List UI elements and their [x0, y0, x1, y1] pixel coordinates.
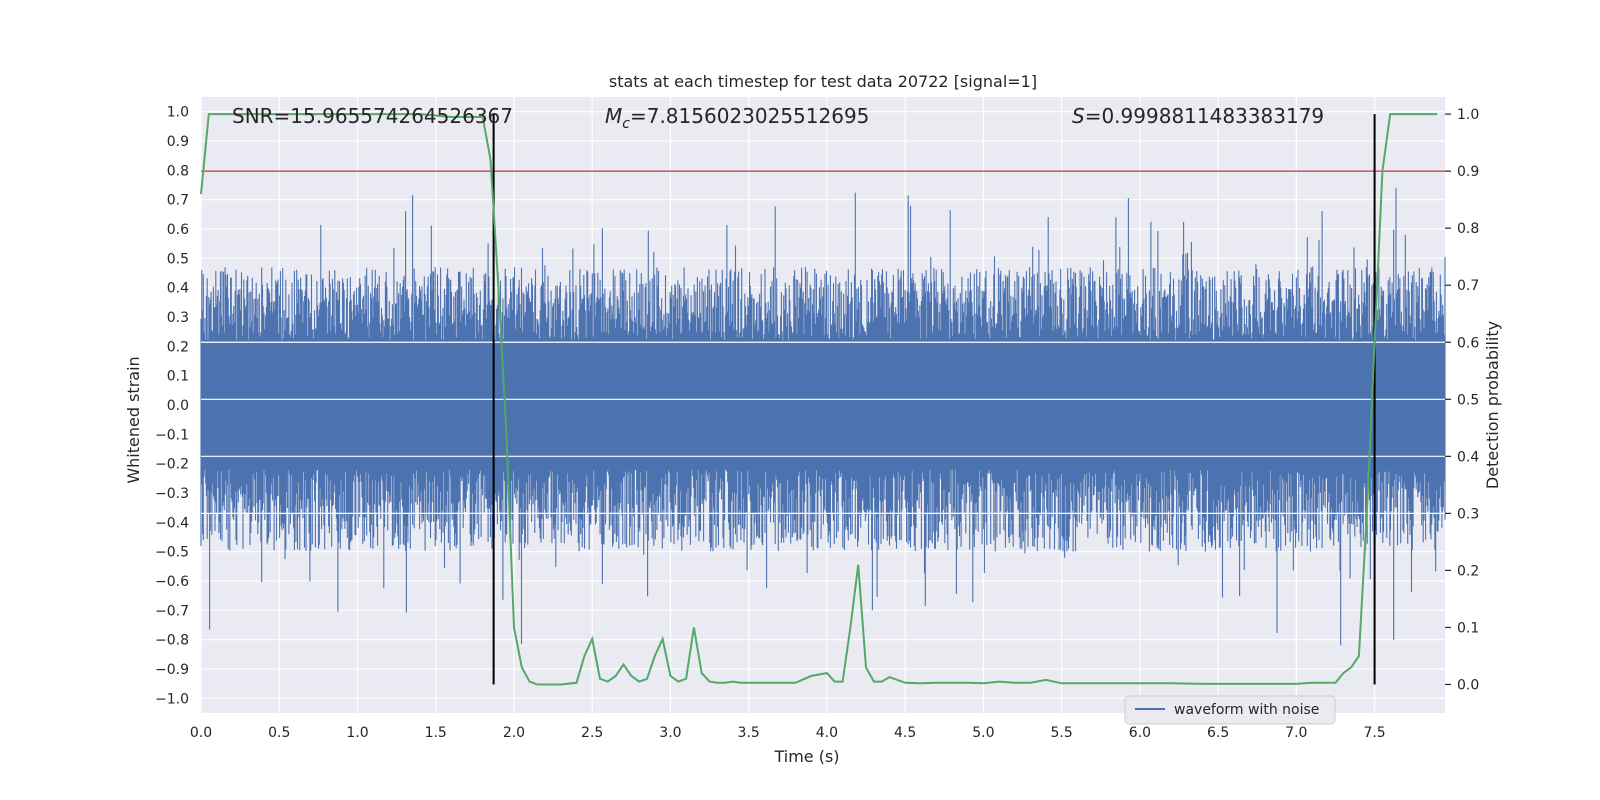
x-tick-label: 4.5 — [894, 725, 916, 741]
waveform-series — [200, 187, 1446, 646]
legend-label: waveform with noise — [1174, 702, 1319, 718]
x-tick-label: 2.5 — [581, 725, 603, 741]
y-left-tick-label: −0.2 — [155, 457, 189, 473]
y-left-tick-label: −1.0 — [155, 691, 189, 707]
y-left-tick-label: 0.0 — [167, 398, 189, 414]
chirp-mass-annotation: Mc=7.8156023025512695 — [605, 104, 869, 132]
s-symbol: S — [1072, 104, 1085, 128]
x-tick-label: 1.5 — [425, 725, 447, 741]
y-left-tick-label: 0.3 — [167, 310, 189, 326]
y-left-tick-label: −0.9 — [155, 662, 189, 678]
x-tick-label: 6.5 — [1207, 725, 1229, 741]
y-left-tick-label: −0.4 — [155, 515, 189, 531]
x-tick-label: 0.0 — [190, 725, 212, 741]
y-right-tick-label: 0.9 — [1457, 164, 1479, 180]
probability-series — [200, 113, 1438, 686]
x-tick-label: 0.5 — [268, 725, 290, 741]
y-left-tick-label: 0.8 — [167, 163, 189, 179]
x-tick-label: 7.5 — [1363, 725, 1385, 741]
x-tick-label: 5.5 — [1050, 725, 1072, 741]
x-tick-label: 7.0 — [1285, 725, 1307, 741]
x-axis-ticks: 0.0 0.5 1.0 1.5 2.0 2.5 3.0 3.5 4.0 4.5 5.0 5.5 6.0 6… — [190, 725, 1386, 741]
y-axis-right-label: Detection probability — [1483, 321, 1502, 489]
y-left-tick-label: −0.7 — [155, 603, 189, 619]
s-value: =0.9998811483383179 — [1085, 104, 1324, 128]
y-axis-left-ticks: −1.0 −0.9 −0.8 −0.7 −0.6 −0.5 −0.4 −0.3 −0.2 −0.1… — [155, 105, 189, 708]
y-right-tick-label: 0.1 — [1457, 620, 1479, 636]
y-right-tick-label: 0.0 — [1457, 677, 1479, 693]
x-tick-label: 5.0 — [972, 725, 994, 741]
x-axis-label: Time (s) — [773, 747, 839, 766]
s-annotation: S=0.9998811483383179 — [1072, 104, 1324, 128]
y-left-tick-label: −0.5 — [155, 545, 189, 561]
y-right-tick-label: 0.7 — [1457, 278, 1479, 294]
y-left-tick-label: 0.5 — [167, 251, 189, 267]
y-right-tick-label: 1.0 — [1457, 107, 1479, 123]
y-left-tick-label: −0.6 — [155, 574, 189, 590]
y-right-tick-label: 0.6 — [1457, 335, 1479, 351]
y-axis-left-label: Whitened strain — [124, 356, 143, 483]
y-left-tick-label: 0.9 — [167, 134, 189, 150]
waveform-line — [200, 187, 1446, 646]
chirp-mass-value: =7.8156023025512695 — [630, 104, 869, 128]
probability-line — [200, 113, 1438, 686]
y-left-tick-label: −0.3 — [155, 486, 189, 502]
y-left-tick-label: −0.1 — [155, 427, 189, 443]
y-left-tick-label: −0.8 — [155, 633, 189, 649]
y-right-tick-label: 0.2 — [1457, 563, 1479, 579]
chart-title: stats at each timestep for test data 207… — [609, 72, 1037, 91]
legend-box — [1124, 695, 1336, 725]
y-left-tick-label: 0.6 — [167, 222, 189, 238]
x-tick-label: 3.0 — [659, 725, 681, 741]
y-axis-right-ticks: 0.0 0.1 0.2 0.3 0.4 0.5 0.6 0.7 0.8 0.9 1.0 — [1445, 107, 1479, 693]
x-tick-label: 3.5 — [738, 725, 760, 741]
y-right-tick-label: 0.5 — [1457, 392, 1479, 408]
x-tick-label: 1.0 — [346, 725, 368, 741]
y-left-tick-label: 0.7 — [167, 193, 189, 209]
x-tick-label: 2.0 — [503, 725, 525, 741]
snr-annotation: SNR=15.965574264526367 — [232, 104, 513, 128]
y-left-tick-label: 0.2 — [167, 339, 189, 355]
y-right-tick-label: 0.8 — [1457, 221, 1479, 237]
x-tick-label: 6.0 — [1129, 725, 1151, 741]
y-left-tick-label: 1.0 — [167, 105, 189, 121]
chirp-mass-subscript: c — [622, 116, 630, 132]
x-tick-label: 4.0 — [816, 725, 838, 741]
chirp-mass-symbol: M — [605, 104, 622, 128]
y-left-tick-label: 0.1 — [167, 369, 189, 385]
y-right-tick-label: 0.3 — [1457, 506, 1479, 522]
y-left-tick-label: 0.4 — [167, 281, 189, 297]
y-right-tick-label: 0.4 — [1457, 449, 1479, 465]
legend: waveform with noise — [1124, 695, 1336, 725]
